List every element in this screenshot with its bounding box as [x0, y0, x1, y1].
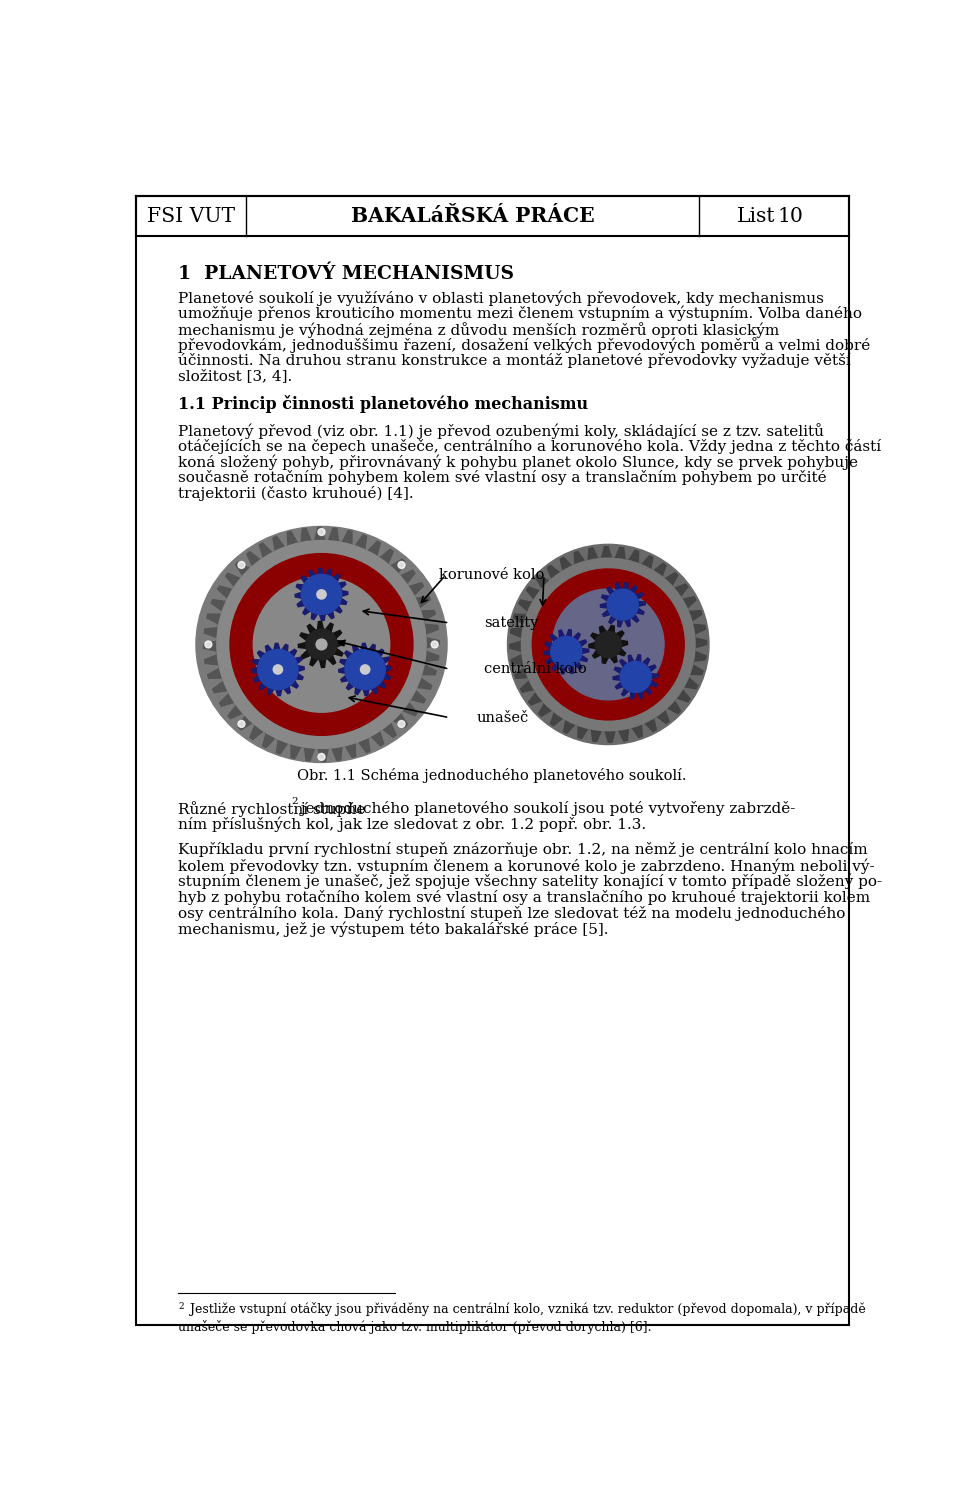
Text: Planetový převod (viz obr. 1.1) je převod ozubenými koly, skládající se z tzv. s: Planetový převod (viz obr. 1.1) je převo… — [179, 423, 824, 438]
Polygon shape — [510, 547, 707, 742]
Text: 1.1 Princip činnosti planetového mechanismu: 1.1 Princip činnosti planetového mechani… — [179, 395, 588, 413]
Polygon shape — [252, 643, 304, 696]
Text: Jestliže vstupní otáčky jsou přiváděny na centrální kolo, vzniká tzv. reduktor (: Jestliže vstupní otáčky jsou přiváděny n… — [186, 1301, 866, 1316]
Text: Obr. 1.1 Schéma jednoduchého planetového soukolí.: Obr. 1.1 Schéma jednoduchého planetového… — [298, 768, 686, 783]
Polygon shape — [295, 568, 348, 620]
Text: Planetové soukolí je využíváno v oblasti planetových převodovek, kdy mechanismus: Planetové soukolí je využíváno v oblasti… — [179, 291, 824, 306]
Text: jednoduchého planetového soukolí jsou poté vytvořeny zabrzdě-: jednoduchého planetového soukolí jsou po… — [297, 801, 796, 816]
Text: Různé rychlostní stupňe: Různé rychlostní stupňe — [179, 801, 366, 816]
Circle shape — [431, 642, 438, 648]
Circle shape — [317, 590, 326, 599]
Text: 1  PLANETOVÝ MECHANISMUS: 1 PLANETOVÝ MECHANISMUS — [179, 265, 515, 283]
Circle shape — [257, 649, 298, 690]
Text: převodovkám, jednoduššimu řazení, dosažení velkých převodových poměrů a velmi do: převodovkám, jednoduššimu řazení, dosaže… — [179, 337, 871, 354]
Text: složitost [3, 4].: složitost [3, 4]. — [179, 369, 293, 383]
Text: Kupříkladu první rychlostní stupeň znázorňuje obr. 1.2, na němž je centrální kol: Kupříkladu první rychlostní stupeň znázo… — [179, 842, 868, 857]
Text: současně rotačním pohybem kolem své vlastní osy a translačním pohybem po určité: současně rotačním pohybem kolem své vlas… — [179, 470, 827, 485]
Circle shape — [620, 661, 651, 693]
Polygon shape — [588, 625, 628, 664]
Circle shape — [238, 720, 245, 727]
Text: mechanismu je výhodná zejména z důvodu menších rozměrů oproti klasickým: mechanismu je výhodná zejména z důvodu m… — [179, 322, 780, 337]
Text: centrální kolo: centrální kolo — [484, 663, 587, 676]
Text: unašeče se převodovka chová jako tzv. multiplikátor (převod dorychla) [6].: unašeče se převodovka chová jako tzv. mu… — [179, 1321, 652, 1334]
Circle shape — [398, 562, 405, 568]
Text: 2: 2 — [291, 797, 298, 806]
Text: koná složený pohyb, přirovnávaný k pohybu planet okolo Slunce, kdy se prvek pohy: koná složený pohyb, přirovnávaný k pohyb… — [179, 455, 858, 470]
Circle shape — [301, 574, 342, 614]
Circle shape — [274, 664, 282, 675]
Circle shape — [238, 562, 245, 568]
Text: ním příslušných kol, jak lze sledovat z obr. 1.2 popř. obr. 1.3.: ním příslušných kol, jak lze sledovat z … — [179, 816, 646, 831]
Circle shape — [532, 569, 684, 720]
Text: trajektorii (často kruhoué) [4].: trajektorii (často kruhoué) [4]. — [179, 486, 414, 501]
Text: korunové kolo: korunové kolo — [440, 568, 544, 583]
Circle shape — [316, 639, 327, 651]
Text: 10: 10 — [778, 206, 804, 226]
Polygon shape — [600, 583, 645, 626]
Circle shape — [204, 642, 212, 648]
Circle shape — [398, 720, 405, 727]
Text: FSI VUT: FSI VUT — [147, 206, 235, 226]
Circle shape — [595, 631, 621, 658]
Circle shape — [253, 577, 390, 712]
Text: satelity: satelity — [484, 616, 539, 630]
Circle shape — [521, 559, 695, 730]
Text: kolem převodovky tzn. vstupním členem a korunové kolo je zabrzdeno. Hnaným nebol: kolem převodovky tzn. vstupním členem a … — [179, 858, 875, 873]
Text: BAKALáŘSKÁ PRÁCE: BAKALáŘSKÁ PRÁCE — [350, 206, 594, 226]
Text: stupním členem je unašeč, jež spojuje všechny satelity konající v tomto případě : stupním členem je unašeč, jež spojuje vš… — [179, 873, 882, 890]
Circle shape — [318, 753, 325, 761]
Polygon shape — [613, 655, 659, 699]
Polygon shape — [204, 527, 440, 762]
Circle shape — [345, 649, 385, 690]
Circle shape — [360, 664, 370, 675]
Ellipse shape — [196, 527, 447, 762]
Circle shape — [318, 529, 325, 536]
Polygon shape — [339, 643, 392, 696]
Text: osy centrálního kola. Daný rychlostní stupeň lze sledovat též na modelu jednoduc: osy centrálního kola. Daný rychlostní st… — [179, 905, 846, 922]
Text: otáčejících se na čepech unašeče, centrálního a korunového kola. Vždy jedna z tě: otáčejících se na čepech unašeče, centrá… — [179, 438, 881, 453]
Circle shape — [217, 541, 426, 748]
Circle shape — [551, 637, 582, 667]
Circle shape — [306, 630, 337, 660]
Text: hyb z pohybu rotačního kolem své vlastní osy a translačního po kruhoué trajektor: hyb z pohybu rotačního kolem své vlastní… — [179, 890, 871, 905]
Polygon shape — [299, 622, 345, 667]
Text: umožňuje přenos krouticího momentu mezi členem vstupním a výstupním. Volba danéh: umožňuje přenos krouticího momentu mezi … — [179, 306, 862, 321]
Circle shape — [552, 589, 664, 700]
Text: 2: 2 — [179, 1301, 183, 1310]
Text: mechanismu, jež je výstupem této bakalářské práce [5].: mechanismu, jež je výstupem této bakalář… — [179, 922, 609, 937]
Ellipse shape — [508, 544, 709, 744]
Circle shape — [608, 589, 638, 620]
Text: unašeč: unašeč — [476, 711, 529, 724]
Polygon shape — [543, 630, 588, 675]
Text: List: List — [737, 206, 776, 226]
Text: účinnosti. Na druhou stranu konstrukce a montáž planetové převodovky vyžaduje vě: účinnosti. Na druhou stranu konstrukce a… — [179, 354, 851, 367]
Circle shape — [230, 554, 413, 735]
